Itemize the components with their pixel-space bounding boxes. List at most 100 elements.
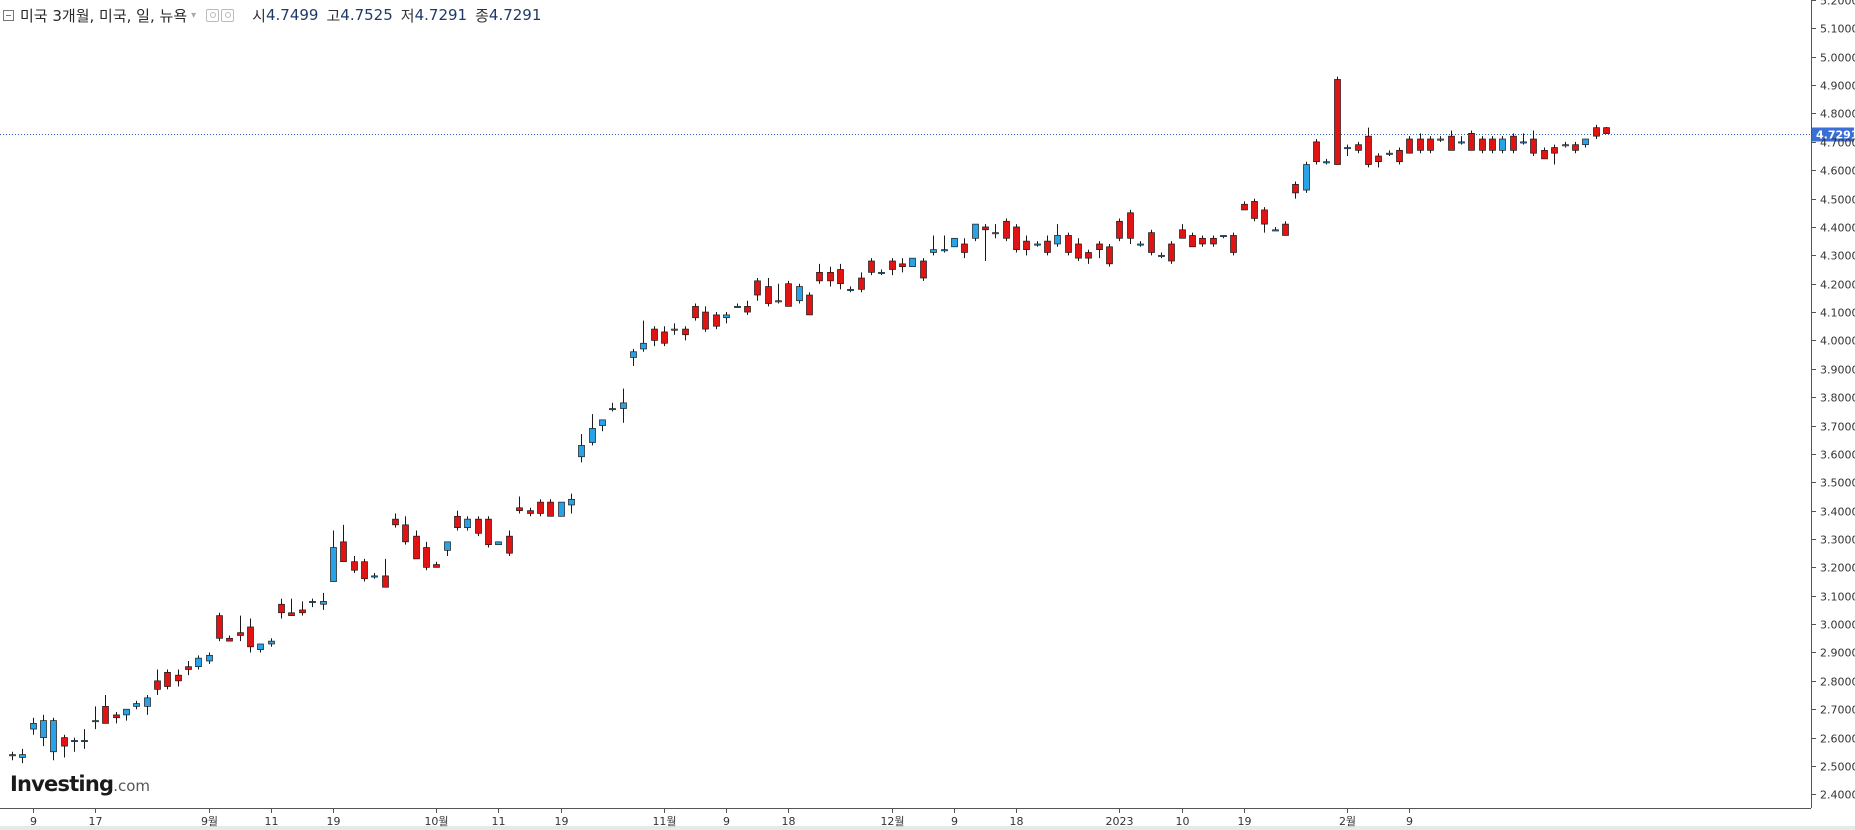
candle-body bbox=[816, 271, 823, 282]
x-tick-label: 10 bbox=[1176, 815, 1190, 828]
candle-body bbox=[516, 507, 523, 511]
candle bbox=[320, 592, 327, 610]
candle bbox=[1458, 136, 1465, 145]
candle-body bbox=[527, 510, 534, 514]
collapse-icon[interactable] bbox=[3, 9, 14, 21]
candle-body bbox=[744, 306, 751, 313]
candle bbox=[1230, 232, 1237, 256]
y-tick-label: 2.6000 bbox=[1820, 733, 1855, 746]
y-tick-label: 3.7000 bbox=[1820, 421, 1855, 434]
candle bbox=[1210, 235, 1217, 247]
candle bbox=[1468, 130, 1475, 151]
y-tick-label: 4.4000 bbox=[1820, 222, 1855, 235]
candle-body bbox=[71, 740, 78, 742]
candle bbox=[671, 323, 678, 335]
settings-icon[interactable] bbox=[206, 8, 220, 22]
candle bbox=[1303, 161, 1310, 193]
candle-body bbox=[651, 328, 658, 341]
candle-body bbox=[102, 706, 109, 724]
investing-logo: Investing.com bbox=[10, 772, 150, 796]
candle bbox=[113, 712, 120, 724]
y-tick-label: 4.0000 bbox=[1820, 335, 1855, 348]
candle bbox=[630, 348, 637, 366]
candle-body bbox=[1479, 138, 1486, 151]
candle-body bbox=[589, 428, 596, 443]
candle-body bbox=[1292, 184, 1299, 194]
candle-body bbox=[1520, 141, 1527, 144]
candle-body bbox=[299, 609, 306, 614]
y-tick-label: 4.3000 bbox=[1820, 250, 1855, 263]
candle-body bbox=[1137, 243, 1144, 246]
candle-body bbox=[1116, 220, 1123, 239]
candle bbox=[257, 643, 264, 653]
candle bbox=[50, 717, 57, 761]
high-value: 4.7525 bbox=[340, 6, 393, 24]
low-label: 저 bbox=[400, 6, 415, 25]
candle-body bbox=[247, 626, 254, 648]
candle bbox=[1189, 232, 1196, 248]
candle-body bbox=[1603, 127, 1610, 134]
y-axis: 2.4000 2.5000 2.6000 2.7000 2.8000 2.9000 3.00… bbox=[1811, 0, 1855, 808]
candle-body bbox=[320, 601, 327, 605]
candle bbox=[351, 556, 358, 574]
candle-body bbox=[1334, 79, 1341, 165]
y-tick-label: 4.9000 bbox=[1820, 80, 1855, 93]
candle-body bbox=[568, 498, 575, 506]
candle-body bbox=[1127, 212, 1134, 239]
x-tick-label: 9 bbox=[951, 815, 958, 828]
y-tick-label: 4.7000 bbox=[1820, 137, 1855, 150]
candle-body bbox=[278, 603, 285, 614]
candle bbox=[589, 414, 596, 446]
candle-body bbox=[1593, 127, 1600, 137]
candles bbox=[9, 76, 1610, 764]
candle bbox=[547, 499, 554, 517]
candle-body bbox=[837, 269, 844, 285]
candle bbox=[309, 598, 316, 608]
candle bbox=[682, 326, 689, 341]
candle-body bbox=[1551, 147, 1558, 154]
candle bbox=[1510, 133, 1517, 154]
candle-body bbox=[164, 671, 171, 687]
candle bbox=[599, 419, 606, 432]
candle-body bbox=[1365, 135, 1372, 165]
x-tick-label: 19 bbox=[555, 815, 569, 828]
x-tick-label: 11 bbox=[265, 815, 279, 828]
candle-body bbox=[1510, 135, 1517, 151]
candle bbox=[226, 635, 233, 642]
candle bbox=[495, 541, 502, 546]
y-tick-label: 4.8000 bbox=[1820, 108, 1855, 121]
y-tick-label: 3.9000 bbox=[1820, 364, 1855, 377]
candle bbox=[164, 669, 171, 690]
instrument-title[interactable]: 미국 3개월, 미국, 일, 뉴욕 bbox=[20, 6, 188, 25]
candle-body bbox=[723, 314, 730, 319]
candle bbox=[1344, 144, 1351, 157]
candle-body bbox=[899, 263, 906, 268]
y-tick-label: 4.5000 bbox=[1820, 194, 1855, 207]
candle bbox=[175, 669, 182, 687]
bottom-border bbox=[0, 826, 1855, 830]
chevron-down-icon[interactable]: ▾ bbox=[191, 9, 197, 21]
candle-body bbox=[930, 249, 937, 253]
candle bbox=[899, 258, 906, 273]
candle-body bbox=[237, 632, 244, 636]
candle-body bbox=[402, 524, 409, 543]
candle-body bbox=[661, 331, 668, 344]
candle bbox=[9, 751, 16, 761]
candle bbox=[1499, 136, 1506, 154]
candle bbox=[1375, 153, 1382, 168]
candle bbox=[951, 237, 958, 248]
candle bbox=[920, 258, 927, 281]
candle-body bbox=[1210, 237, 1217, 245]
candle bbox=[1562, 141, 1569, 148]
candle-body bbox=[1468, 132, 1475, 151]
candle bbox=[651, 326, 658, 347]
candle bbox=[485, 516, 492, 548]
close-icon[interactable] bbox=[221, 8, 235, 22]
candle-body bbox=[382, 575, 389, 588]
candle bbox=[754, 278, 761, 301]
candle bbox=[1220, 235, 1227, 239]
candle-body bbox=[1168, 243, 1175, 262]
candle-body bbox=[1417, 138, 1424, 151]
